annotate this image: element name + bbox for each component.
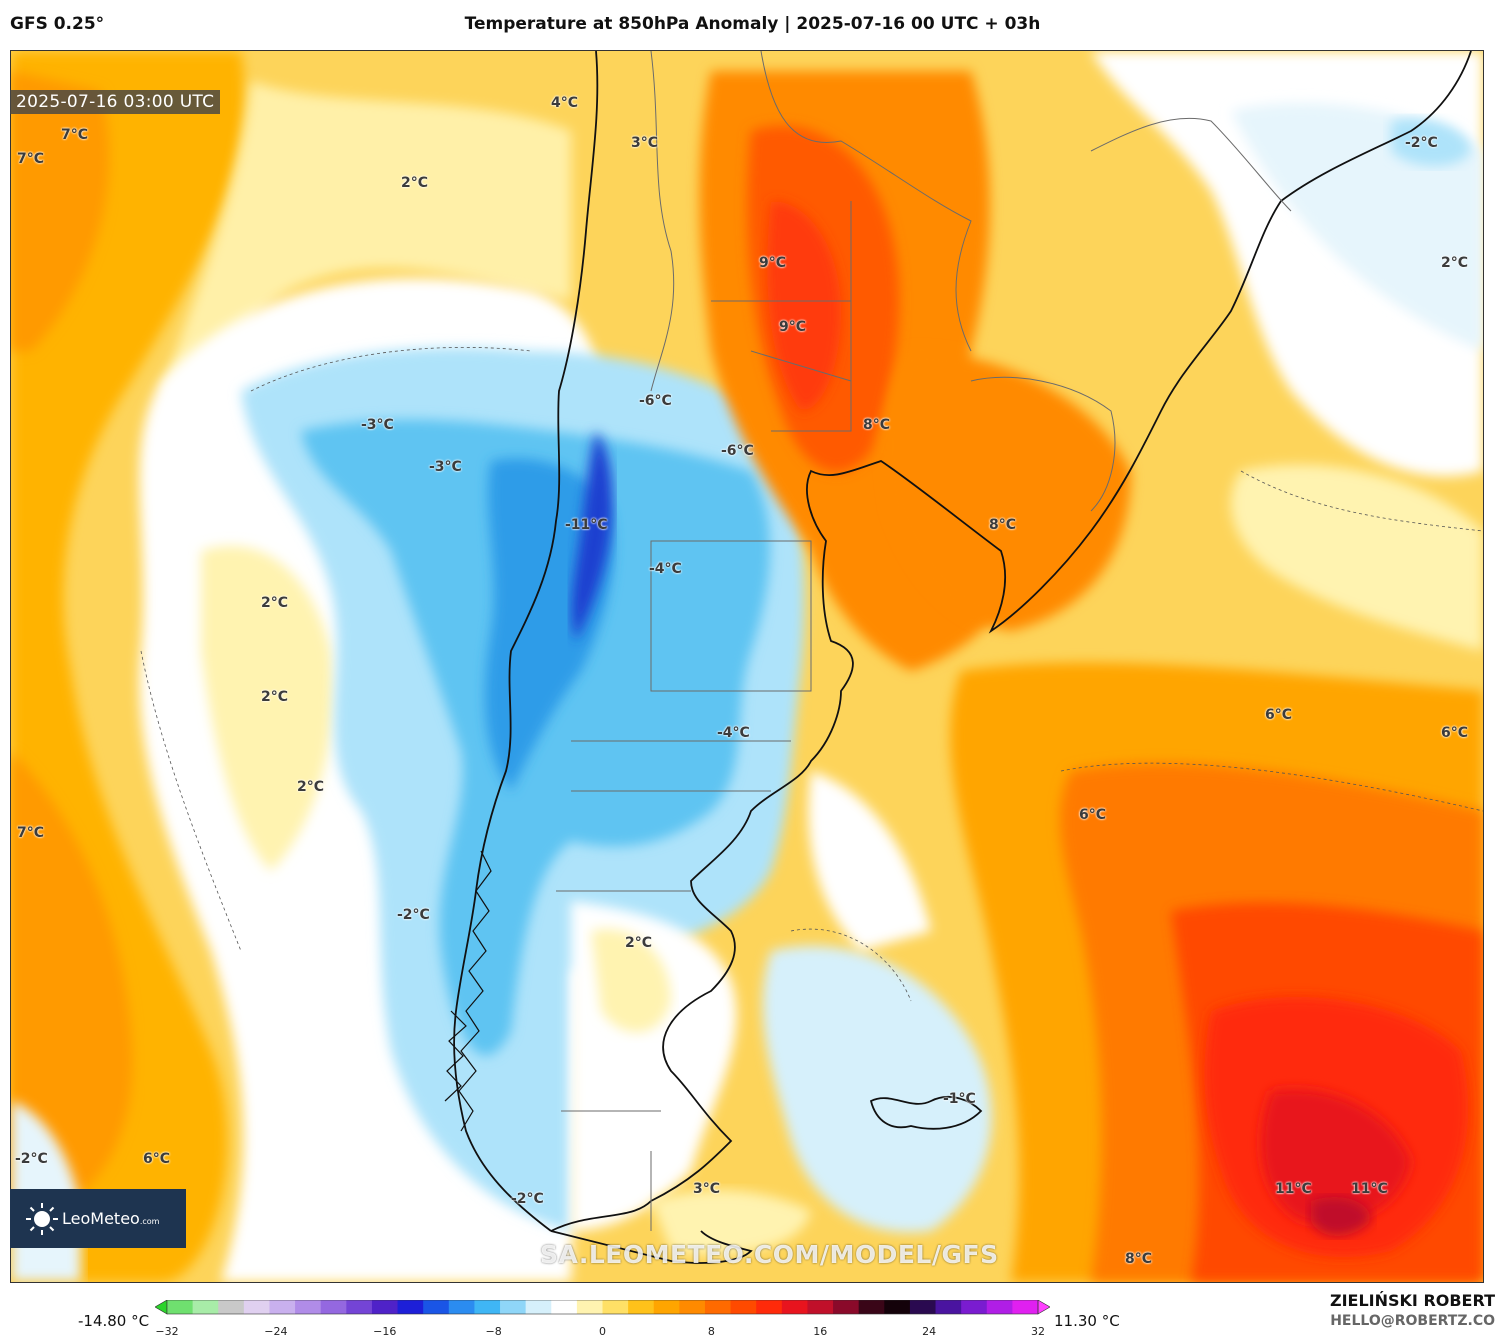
colorbar-frame [166, 1300, 1039, 1315]
colorbar-min-label: -14.80 °C [78, 1312, 150, 1330]
map-label: -2°C [511, 1191, 544, 1207]
colorbar-min-arrow [155, 1300, 168, 1315]
colorbar-swatch [833, 1300, 860, 1314]
colorbar-swatch [961, 1300, 988, 1314]
map-label: 6°C [1079, 807, 1107, 823]
colorbar-swatch [346, 1300, 373, 1314]
brand-name: LeoMeteo.com [62, 1209, 160, 1228]
map-label: -2°C [397, 907, 430, 923]
colorbar-swatch [474, 1300, 501, 1314]
map-label: 7°C [61, 127, 89, 143]
map-title: Temperature at 850hPa Anomaly | 2025-07-… [464, 14, 1041, 34]
colorbar-swatch [730, 1300, 757, 1314]
source-watermark: SA.LEOMETEO.COM/MODEL/GFS [540, 1240, 999, 1269]
map-label: 9°C [779, 319, 807, 335]
colorbar-tick-label: 32 [1031, 1325, 1045, 1338]
colorbar-tick-label: −32 [155, 1325, 179, 1338]
colorbar-swatch [448, 1300, 475, 1314]
valid-time-badge: 2025-07-16 03:00 UTC [10, 90, 221, 114]
map-label: 2°C [401, 175, 429, 191]
colorbar-tick-label: 16 [813, 1325, 828, 1338]
map-label: 7°C [17, 151, 45, 167]
colorbar-tick-label: 8 [707, 1325, 715, 1338]
colorbar-swatch [679, 1300, 706, 1314]
colorbar-swatch [295, 1300, 322, 1314]
map-label: -4°C [717, 725, 750, 741]
colorbar-swatch [167, 1300, 194, 1314]
colorbar-swatch [756, 1300, 783, 1314]
colorbar-swatch [1012, 1300, 1039, 1314]
colorbar-swatch [986, 1300, 1013, 1314]
colorbar-swatch [884, 1300, 911, 1314]
leometeo-logo[interactable]: LeoMeteo.com [10, 1189, 186, 1248]
map-label: 11°C [1275, 1181, 1312, 1197]
map-label: 8°C [863, 417, 891, 433]
colorbar-swatch [320, 1300, 347, 1314]
colorbar-swatch [628, 1300, 655, 1314]
map-label: 6°C [1441, 725, 1469, 741]
anomaly-map[interactable]: 4°C 7°C 7°C 3°C 2°C -2°C 2°C 9°C 9°C -6°… [10, 50, 1484, 1283]
map-label: -6°C [639, 393, 672, 409]
colorbar-tick-label: −8 [485, 1325, 502, 1338]
map-label: 2°C [261, 595, 289, 611]
map-label: 2°C [625, 935, 653, 951]
colorbar-swatch [192, 1300, 219, 1314]
author-name: ZIELIŃSKI ROBERT [1329, 1291, 1495, 1310]
colorbar-swatch [269, 1300, 296, 1314]
map-label: -2°C [1405, 135, 1438, 151]
sun-icon [26, 1202, 58, 1235]
colorbar-swatch [371, 1300, 399, 1314]
map-label: -11°C [565, 517, 608, 533]
map-label: 9°C [759, 255, 787, 271]
map-label: 11°C [1351, 1181, 1388, 1197]
colorbar-tick-label: −16 [373, 1325, 397, 1338]
map-label: 2°C [261, 689, 289, 705]
colorbar-swatch [807, 1300, 834, 1314]
colorbar-swatch [500, 1300, 527, 1314]
model-name: GFS 0.25° [10, 14, 105, 34]
colorbar-max-arrow [1037, 1300, 1050, 1315]
map-label: 4°C [551, 95, 579, 111]
colorbar-tick-label: 24 [922, 1325, 937, 1338]
colorbar-swatch [218, 1300, 245, 1314]
map-label: 7°C [17, 825, 45, 841]
map-label: -3°C [429, 459, 462, 475]
colorbar-swatch [397, 1300, 424, 1314]
colorbar-swatch [551, 1300, 578, 1314]
colorbar [155, 1300, 1050, 1315]
colorbar-swatch [653, 1300, 680, 1314]
map-label: 6°C [143, 1151, 171, 1167]
colorbar-tick-label: −24 [264, 1325, 288, 1338]
map-label: -1°C [943, 1091, 976, 1107]
map-label: -3°C [361, 417, 394, 433]
colorbar-swatch [935, 1300, 962, 1314]
map-label: 3°C [631, 135, 659, 151]
colorbar-swatch [909, 1300, 937, 1314]
map-label: 2°C [297, 779, 325, 795]
map-label: -2°C [15, 1151, 48, 1167]
map-label: -6°C [721, 443, 754, 459]
colorbar-swatch [423, 1300, 450, 1314]
map-label: 2°C [1441, 255, 1469, 271]
map-label: 8°C [1125, 1251, 1153, 1267]
colorbar-swatch [525, 1300, 552, 1314]
colorbar-swatch [781, 1300, 808, 1314]
colorbar-tick-label: 0 [599, 1325, 606, 1338]
author-email[interactable]: HELLO@ROBERTZ.CO [1330, 1313, 1495, 1329]
colorbar-swatch [243, 1300, 270, 1314]
colorbar-swatch [602, 1300, 629, 1314]
colorbar-swatch [858, 1300, 885, 1314]
map-label: 8°C [989, 517, 1017, 533]
map-label: 6°C [1265, 707, 1293, 723]
colorbar-swatch [576, 1300, 603, 1314]
colorbar-swatch [704, 1300, 732, 1314]
map-label: 3°C [693, 1181, 721, 1197]
anomaly-field [11, 51, 1483, 1282]
colorbar-max-label: 11.30 °C [1054, 1312, 1120, 1330]
map-label: -4°C [649, 561, 682, 577]
